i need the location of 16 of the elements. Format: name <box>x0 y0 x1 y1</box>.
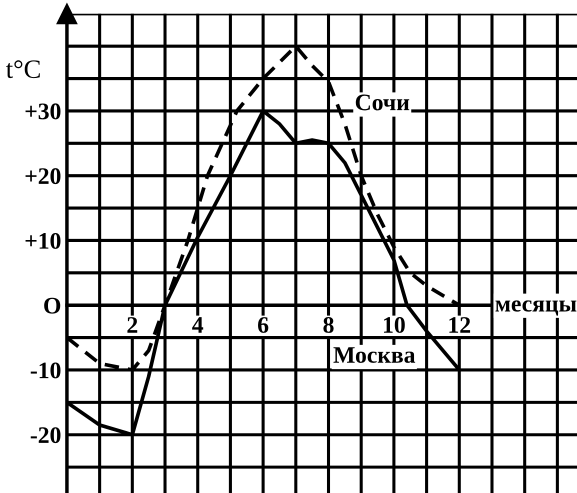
x-axis-title: месяцы <box>495 300 576 316</box>
x-tick-label: 2 <box>127 317 138 333</box>
y-tick-label: O <box>44 298 60 314</box>
x-tick-label: 10 <box>384 317 405 333</box>
y-tick-label: +30 <box>26 103 60 120</box>
x-tick-label: 4 <box>192 317 204 333</box>
x-tick-label: 8 <box>323 317 334 333</box>
series-label: Москва <box>333 347 416 363</box>
y-axis-title: t°C <box>6 60 40 78</box>
y-tick-label: +20 <box>26 168 60 184</box>
x-tick-label: 12 <box>449 317 470 333</box>
x-tick-label: 6 <box>258 317 268 333</box>
y-tick-label: -20 <box>30 427 60 444</box>
series-label: Сочи <box>356 94 410 110</box>
y-tick-label: -10 <box>30 362 60 378</box>
y-tick-label: +10 <box>26 232 60 249</box>
